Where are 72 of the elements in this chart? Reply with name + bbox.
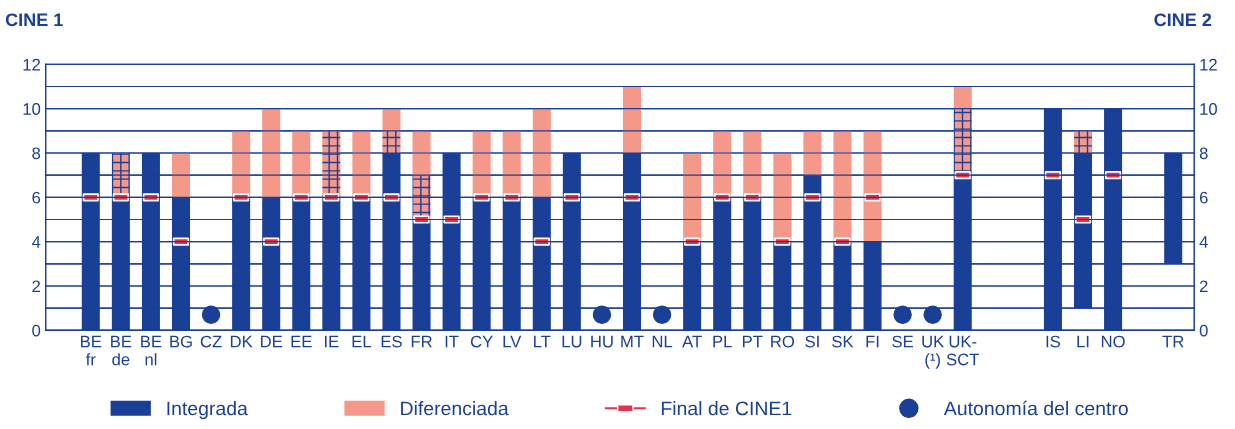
x-tick-label: IE [324, 335, 339, 348]
x-tick-label: DK [230, 335, 253, 348]
y2-tick-label: 6 [1199, 191, 1208, 204]
x-tick-label: SE [892, 335, 913, 348]
x-tick-label: LT [534, 335, 551, 348]
y2-tick-label: 12 [1200, 58, 1217, 71]
legend-label: Final de CINE1 [661, 401, 792, 416]
y2-tick-label: 10 [1200, 103, 1217, 115]
bar [683, 153, 702, 242]
x-tick-label: ES [381, 335, 402, 348]
bar [773, 153, 792, 242]
x-tick-label: BG [170, 335, 192, 348]
x-tick-label: SK [832, 335, 854, 348]
bar [863, 130, 882, 242]
x-tick-label: CZ [200, 335, 222, 348]
x-tick-label: IT [445, 335, 459, 348]
x-tick-label: DE [260, 335, 283, 348]
y2-axis-title: CINE 2 [1154, 13, 1212, 27]
x-tick-label: BE fr [81, 335, 102, 366]
legend-label: Integrada [167, 401, 248, 420]
bar [532, 108, 551, 198]
x-tick-label: EE [291, 335, 312, 348]
legend-label: Diferenciada [401, 401, 509, 416]
y2-tick-label: 8 [1199, 147, 1208, 160]
x-tick-label: EL [352, 335, 372, 348]
y-tick-label: 6 [32, 191, 41, 204]
point [923, 305, 942, 325]
x-tick-label: FR [411, 335, 432, 348]
x-tick-label: SI [805, 335, 819, 348]
x-tick-label: LI [1077, 335, 1089, 348]
point [592, 305, 612, 325]
legend-label: Autonomía del centro [943, 400, 1128, 416]
y-tick-label: 12 [23, 58, 40, 71]
y-tick-label: 10 [23, 103, 41, 115]
bar [803, 130, 822, 176]
x-tick-label: BE de [111, 335, 132, 366]
y-tick-label: 0 [32, 324, 41, 337]
y2-tick-label: 0 [1199, 324, 1208, 337]
y-axis-title: CINE 1 [5, 13, 63, 27]
x-tick-label: HU [591, 335, 613, 348]
x-tick-label: NO [1101, 335, 1125, 348]
bar [953, 86, 972, 109]
bar [412, 130, 431, 176]
x-tick-label: FI [866, 335, 879, 348]
x-tick-label: BE nl [141, 335, 162, 366]
x-tick-label: CY [470, 335, 493, 348]
y-tick-label: 8 [32, 147, 41, 160]
x-tick-label: TR [1162, 335, 1184, 348]
bar [833, 130, 852, 242]
x-tick-label: NL [652, 335, 673, 348]
y2-tick-label: 2 [1199, 280, 1208, 293]
x-tick-label: UK (¹) [922, 335, 945, 369]
bar [622, 86, 642, 154]
x-tick-label: UK- SCT [946, 335, 980, 366]
x-tick-label: PL [713, 335, 732, 348]
x-tick-label: LV [503, 335, 522, 348]
y-tick-label: 4 [31, 236, 41, 248]
x-tick-label: RO [771, 335, 795, 348]
bar [171, 153, 191, 198]
point [652, 305, 672, 325]
bar [262, 108, 281, 198]
x-tick-label: MT [621, 335, 644, 348]
x-tick-label: LU [562, 335, 582, 348]
x-tick-label: IS [1046, 335, 1061, 348]
x-tick-label: PT [742, 335, 763, 348]
point [893, 305, 912, 325]
y2-tick-label: 4 [1199, 236, 1208, 248]
point [201, 305, 221, 325]
bar [382, 108, 401, 131]
y-tick-label: 2 [32, 280, 40, 293]
x-tick-label: AT [682, 335, 702, 348]
bar [382, 130, 401, 154]
